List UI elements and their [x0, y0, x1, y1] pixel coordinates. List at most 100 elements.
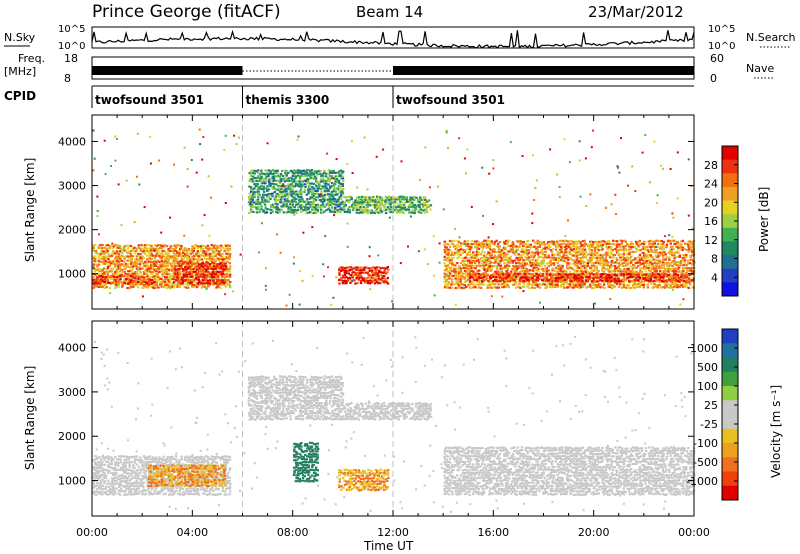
data-cell	[421, 206, 425, 209]
data-cell	[667, 251, 671, 254]
data-cell	[506, 275, 509, 279]
data-cell	[529, 246, 532, 249]
data-cell	[333, 211, 337, 214]
data-cell	[155, 276, 158, 279]
data-cell	[542, 256, 545, 259]
data-cell	[574, 251, 578, 254]
noise-cell	[558, 186, 561, 188]
data-cell	[422, 198, 425, 201]
data-cell	[144, 270, 147, 273]
noise-cell	[160, 231, 163, 234]
data-cell	[119, 247, 123, 250]
data-cell	[187, 257, 190, 260]
data-cell	[165, 286, 169, 289]
data-cell	[601, 243, 605, 246]
data-cell	[334, 183, 337, 186]
data-cell	[197, 278, 201, 281]
data-cell	[328, 195, 331, 198]
data-cell	[271, 182, 274, 185]
data-cell	[422, 196, 426, 199]
data-cell	[330, 185, 333, 188]
data-cell	[416, 200, 419, 203]
data-cell	[251, 200, 254, 203]
data-cell	[539, 240, 543, 244]
data-cell	[364, 196, 368, 199]
data-cell	[253, 180, 256, 183]
data-cell	[563, 259, 566, 263]
data-cell	[340, 279, 343, 282]
data-cell	[380, 196, 384, 199]
data-cell	[554, 266, 558, 269]
data-cell	[659, 247, 662, 250]
data-cell	[631, 270, 634, 273]
data-cell	[144, 281, 147, 284]
data-cell	[125, 244, 128, 247]
data-cell	[117, 255, 121, 258]
data-cell	[465, 259, 468, 262]
data-cell	[463, 275, 466, 279]
data-cell	[364, 201, 367, 204]
data-cell	[171, 283, 175, 286]
data-cell	[139, 283, 142, 286]
data-cell	[402, 208, 405, 211]
noise-cell	[311, 275, 314, 278]
data-cell	[676, 273, 680, 277]
data-cell	[250, 180, 253, 183]
data-cell	[294, 171, 297, 174]
data-cell	[123, 257, 126, 260]
data-cell	[669, 246, 673, 249]
data-cell	[189, 273, 192, 276]
data-cell	[339, 182, 342, 185]
data-cell	[470, 264, 473, 267]
data-cell	[304, 185, 307, 188]
data-cell	[178, 263, 182, 266]
data-cell	[275, 208, 278, 211]
data-cell	[642, 280, 645, 283]
data-cell	[545, 246, 549, 249]
data-cell	[454, 245, 457, 248]
data-cell	[554, 273, 558, 276]
data-cell	[208, 265, 212, 268]
noise-cell	[368, 246, 371, 249]
noise-cell	[407, 245, 409, 248]
data-cell	[155, 281, 159, 284]
noise-cell	[351, 280, 354, 283]
data-cell	[668, 276, 671, 279]
data-cell	[509, 270, 513, 273]
data-cell	[536, 273, 539, 276]
data-cell	[323, 169, 326, 172]
data-cell	[363, 268, 366, 271]
data-cell	[403, 197, 407, 201]
data-cell	[549, 245, 552, 248]
data-cell	[119, 257, 122, 260]
noise-cell	[656, 194, 659, 197]
data-cell	[445, 278, 448, 281]
data-cell	[661, 256, 665, 259]
noise-cell	[326, 152, 329, 155]
noise-cell	[532, 154, 534, 157]
data-cell	[327, 169, 331, 172]
data-cell	[286, 187, 289, 190]
data-cell	[158, 263, 161, 266]
noise-cell	[458, 236, 461, 239]
data-cell	[488, 256, 492, 260]
data-cell	[129, 279, 133, 282]
data-cell	[637, 272, 640, 275]
data-cell	[342, 179, 345, 182]
data-cell	[554, 277, 558, 280]
data-cell	[685, 266, 688, 270]
data-cell	[503, 254, 506, 257]
data-cell	[561, 242, 565, 245]
data-cell	[683, 247, 686, 250]
noise-cell	[610, 203, 613, 206]
data-cell	[644, 253, 647, 256]
data-cell	[443, 272, 446, 275]
noise-cell	[210, 196, 213, 199]
data-cell	[565, 243, 568, 246]
data-cell	[454, 248, 457, 251]
data-cell	[169, 246, 172, 249]
data-cell	[200, 262, 203, 265]
data-cell	[216, 275, 220, 278]
data-cell	[459, 280, 462, 283]
data-cell	[126, 247, 130, 250]
